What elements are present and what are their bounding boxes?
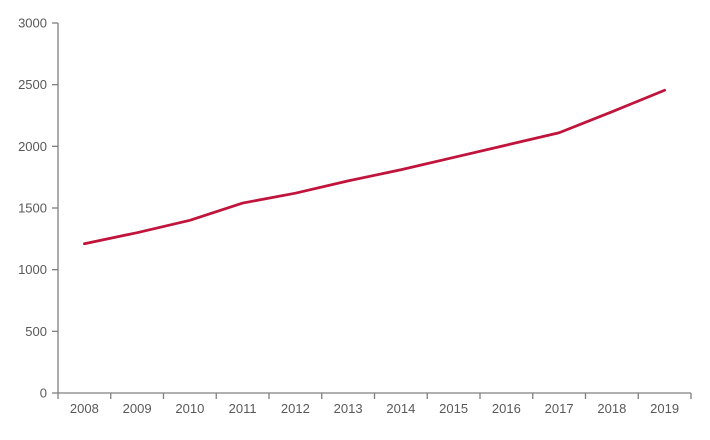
y-tick-label: 0 bbox=[40, 386, 47, 401]
y-tick-label: 500 bbox=[25, 324, 47, 339]
x-tick-label: 2017 bbox=[545, 401, 574, 416]
x-tick-label: 2010 bbox=[175, 401, 204, 416]
y-tick-label: 1500 bbox=[18, 201, 47, 216]
y-tick-label: 1000 bbox=[18, 262, 47, 277]
x-tick-label: 2013 bbox=[334, 401, 363, 416]
x-tick-label: 2011 bbox=[229, 401, 257, 416]
y-tick-label: 2000 bbox=[18, 139, 47, 154]
y-tick-label: 3000 bbox=[18, 16, 47, 31]
x-tick-label: 2014 bbox=[386, 401, 415, 416]
x-tick-label: 2015 bbox=[439, 401, 468, 416]
x-tick-label: 2019 bbox=[650, 401, 679, 416]
x-tick-label: 2008 bbox=[70, 401, 99, 416]
data-series-line bbox=[83, 88, 666, 246]
y-tick-label: 2500 bbox=[18, 77, 47, 92]
x-tick-label: 2009 bbox=[123, 401, 152, 416]
x-tick-label: 2016 bbox=[492, 401, 521, 416]
x-tick-label: 2012 bbox=[281, 401, 310, 416]
x-tick-label: 2018 bbox=[597, 401, 626, 416]
